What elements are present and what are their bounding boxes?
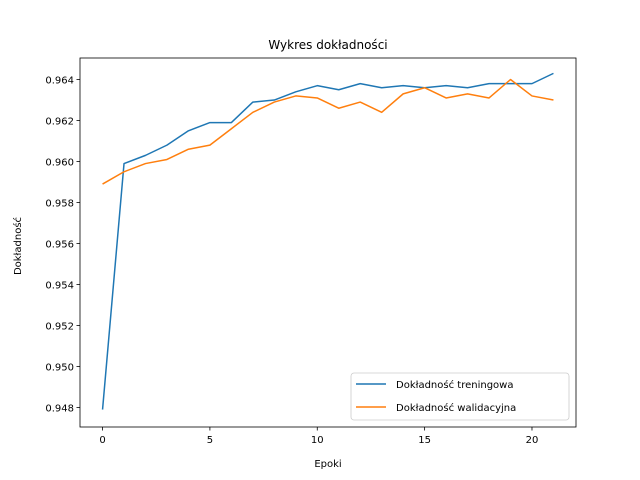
y-tick-label: 0.948 — [45, 404, 74, 415]
series-lines — [101, 72, 554, 410]
plot-frame — [79, 57, 577, 428]
y-axis-label: Dokładność — [12, 217, 24, 275]
y-tick-label: 0.962 — [45, 117, 74, 128]
x-axis-ticks: 0 5 10 15 20 — [99, 427, 538, 446]
y-axis-ticks: 0.948 0.950 0.952 0.954 0.956 0.958 0.960 0.962… — [45, 76, 80, 415]
x-tick-label: 10 — [311, 435, 324, 446]
y-tick-label: 0.952 — [45, 322, 74, 333]
y-tick-label: 0.958 — [45, 199, 74, 210]
y-tick-label: 0.960 — [45, 158, 74, 169]
training-accuracy-line — [101, 72, 554, 410]
x-tick-label: 15 — [418, 435, 431, 446]
chart-title: Wykres dokładności — [268, 38, 387, 52]
validation-accuracy-line — [102, 78, 554, 185]
x-tick-label: 0 — [99, 435, 105, 446]
legend: Dokładność treningowa Dokładność walidac… — [350, 372, 570, 421]
legend-label-validation: Dokładność walidacyjna — [396, 402, 516, 414]
legend-box — [350, 372, 570, 421]
x-axis-label: Epoki — [314, 459, 341, 470]
x-tick-label: 20 — [526, 435, 539, 446]
y-tick-label: 0.950 — [45, 363, 74, 374]
y-tick-label: 0.954 — [45, 281, 74, 292]
y-tick-label: 0.964 — [45, 76, 74, 87]
y-tick-label: 0.956 — [45, 240, 74, 251]
x-tick-label: 5 — [207, 435, 213, 446]
legend-label-training: Dokładność treningowa — [396, 379, 513, 391]
